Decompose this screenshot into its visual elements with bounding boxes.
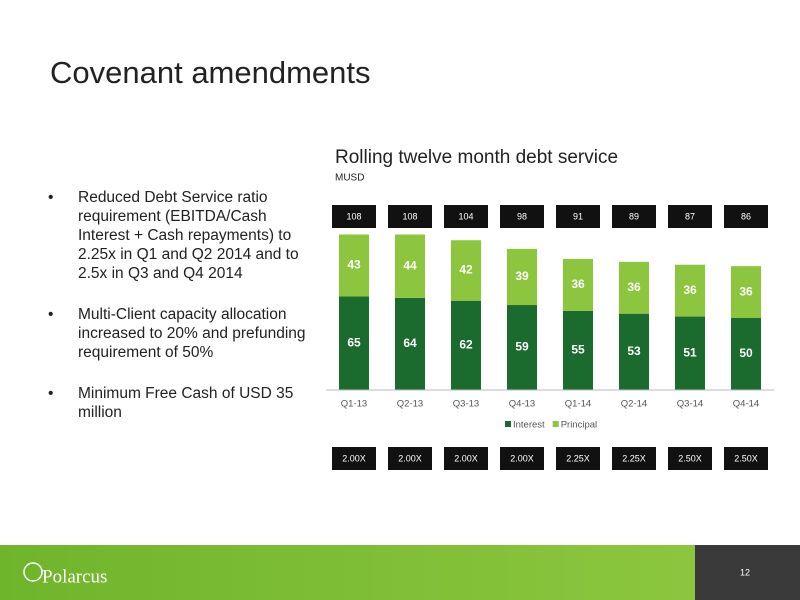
ratio-label: 2.25X <box>566 453 590 463</box>
x-tick-label: Q4-14 <box>733 399 759 410</box>
total-label: 86 <box>741 211 751 221</box>
page-number: 12 <box>740 567 750 577</box>
bar-segment <box>731 266 761 318</box>
data-label: 36 <box>627 280 641 294</box>
total-label: 108 <box>402 211 417 221</box>
ratio-box <box>388 447 432 470</box>
ratio-box <box>556 447 600 470</box>
slide-title: Covenant amendments <box>50 55 371 90</box>
data-label: 53 <box>627 344 641 358</box>
total-label: 104 <box>458 211 473 221</box>
data-label: 59 <box>515 340 529 354</box>
ratio-box <box>332 447 376 470</box>
bar-segment <box>507 248 537 306</box>
ratio-box <box>724 447 768 470</box>
bar-segment <box>451 240 481 301</box>
data-label: 50 <box>739 346 753 360</box>
x-tick-label: Q2-14 <box>621 399 647 410</box>
logo: Polarcus <box>42 566 107 587</box>
total-box <box>444 205 488 228</box>
data-label: 36 <box>571 277 585 291</box>
bullet-list: Reduced Debt Service ratio requirement (… <box>48 188 318 444</box>
bar-segment <box>451 300 481 390</box>
bullet: Multi-Client capacity allocation increas… <box>48 305 308 362</box>
data-label: 65 <box>347 335 361 349</box>
bar-segment <box>395 234 425 298</box>
ratio-label: 2.00X <box>510 453 534 463</box>
bullet: Reduced Debt Service ratio requirement (… <box>48 188 308 283</box>
ratio-box <box>444 447 488 470</box>
data-label: 42 <box>459 263 473 277</box>
legend-label: Principal <box>561 420 597 431</box>
ratio-box <box>500 447 544 470</box>
bar-segment <box>339 234 369 297</box>
bar-segment <box>619 261 649 314</box>
bar-segment <box>619 313 649 390</box>
bar-segment <box>675 264 705 317</box>
data-label: 39 <box>515 269 529 283</box>
x-tick-label: Q3-13 <box>453 399 479 410</box>
bar-segment <box>395 297 425 390</box>
data-label: 44 <box>403 258 417 272</box>
bar-segment <box>339 296 369 390</box>
logo-icon <box>23 562 43 582</box>
ratio-label: 2.00X <box>398 453 422 463</box>
data-label: 36 <box>683 283 697 297</box>
x-tick-label: Q1-13 <box>341 399 367 410</box>
footer-band <box>0 545 695 600</box>
ratio-label: 2.00X <box>454 453 478 463</box>
legend-swatch <box>552 421 559 427</box>
ratio-label: 2.00X <box>342 453 366 463</box>
chart-title: Rolling twelve month debt service <box>335 147 618 168</box>
footer-box <box>695 545 800 600</box>
total-box <box>612 205 656 228</box>
total-label: 87 <box>685 211 695 221</box>
data-label: 36 <box>739 284 753 298</box>
ratio-label: 2.50X <box>734 453 758 463</box>
data-label: 51 <box>683 345 697 359</box>
bar-segment <box>563 310 593 390</box>
total-box <box>556 205 600 228</box>
data-label: 64 <box>403 336 417 350</box>
total-box <box>668 205 712 228</box>
total-box <box>388 205 432 228</box>
ratio-box <box>612 447 656 470</box>
total-label: 108 <box>346 211 361 221</box>
data-label: 43 <box>347 258 361 272</box>
ratio-box <box>668 447 712 470</box>
total-label: 98 <box>517 211 527 221</box>
data-label: 62 <box>459 338 473 352</box>
ratio-label: 2.25X <box>622 453 646 463</box>
bullet: Minimum Free Cash of USD 35 million <box>48 384 308 422</box>
total-box <box>332 205 376 228</box>
legend-label: Interest <box>513 420 545 431</box>
x-tick-label: Q4-13 <box>509 399 535 410</box>
total-box <box>724 205 768 228</box>
ratio-label: 2.50X <box>678 453 702 463</box>
x-tick-label: Q1-14 <box>565 399 591 410</box>
data-label: 55 <box>571 343 585 357</box>
total-box <box>500 205 544 228</box>
total-label: 91 <box>573 211 583 221</box>
bar-segment <box>731 318 761 390</box>
legend-swatch <box>505 421 511 427</box>
bar-segment <box>563 258 593 311</box>
total-label: 89 <box>629 211 639 221</box>
bar-segment <box>675 316 705 390</box>
x-tick-label: Q3-14 <box>677 399 703 410</box>
x-tick-label: Q2-13 <box>397 399 423 410</box>
bar-segment <box>507 305 537 390</box>
chart-subtitle: MUSD <box>335 173 364 184</box>
